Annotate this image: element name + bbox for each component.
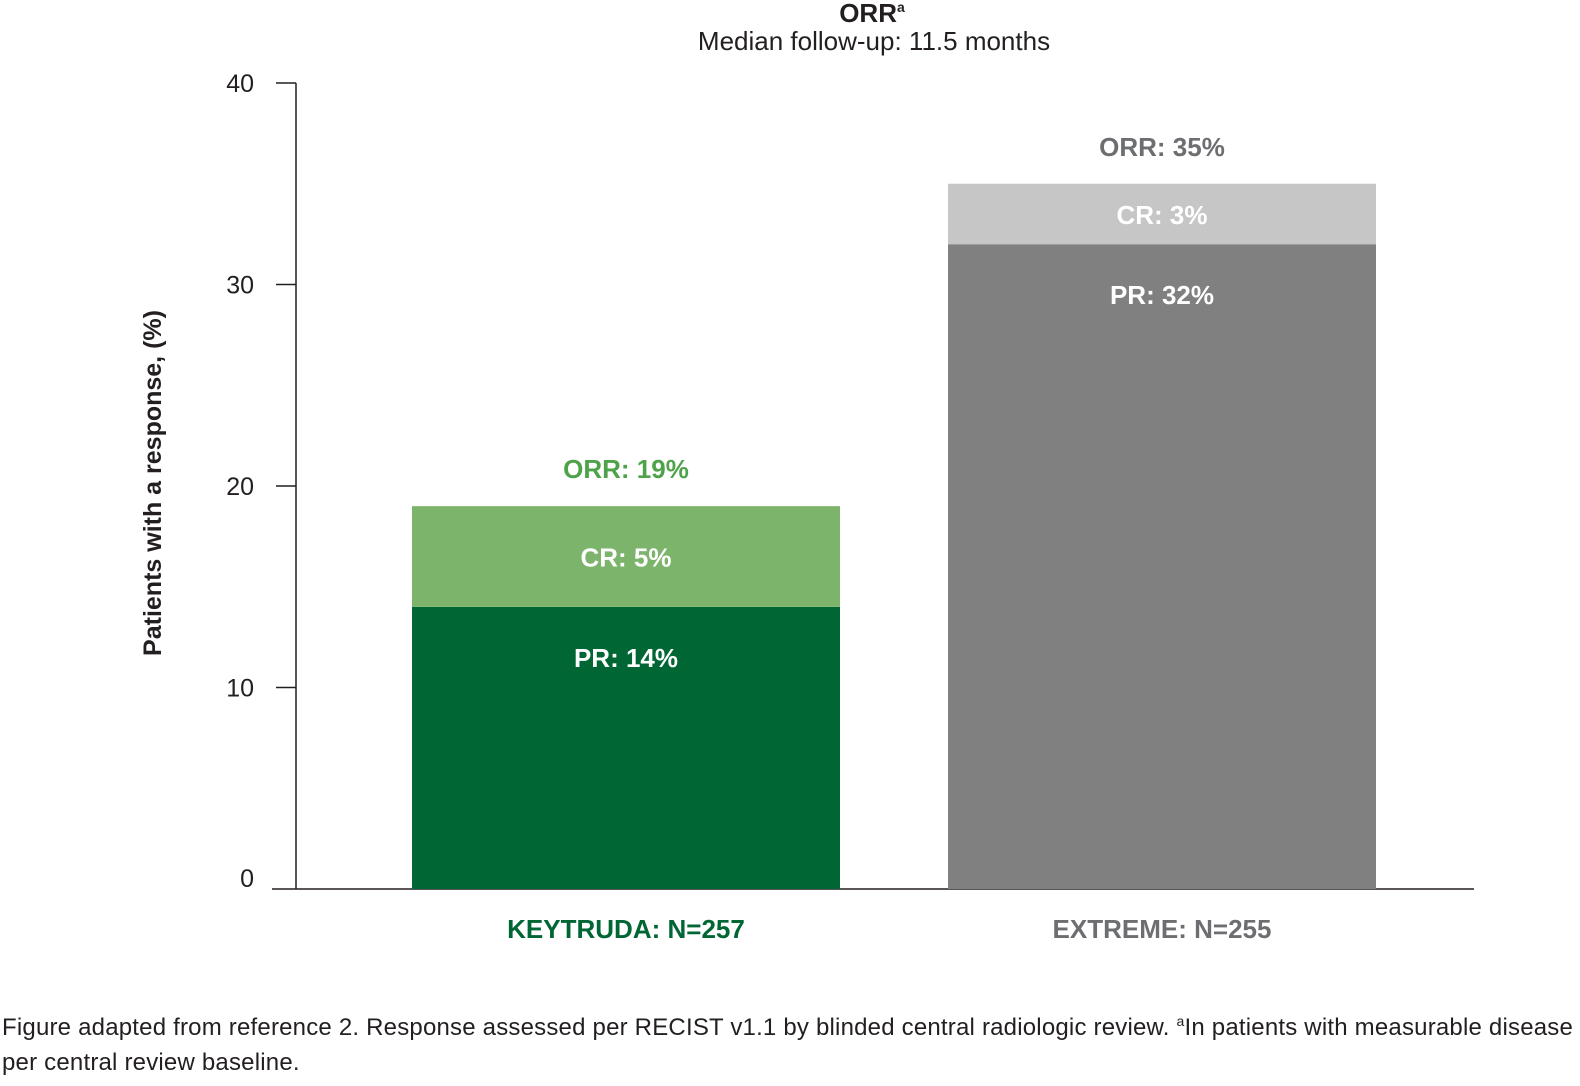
x-tick-label-2: EXTREME: N=255 (1053, 914, 1272, 944)
chart-title: ORRa (839, 0, 905, 28)
y-tick-label-40: 40 (226, 70, 254, 98)
bar-pr-2 (948, 244, 1376, 889)
figure-footnote: Figure adapted from reference 2. Respons… (2, 1010, 1576, 1080)
plot-area: 0 10 20 30 40 PR: 14% CR: 5% ORR: 19% KEYTRUDA: … (226, 70, 1474, 944)
y-tick-label-0: 0 (240, 865, 254, 893)
bar-pr-1 (412, 606, 840, 889)
footnote-text: Figure adapted from reference 2. Respons… (2, 1014, 1177, 1041)
y-tick-label-20: 20 (226, 473, 254, 501)
total-label-1: ORR: 19% (563, 454, 689, 484)
y-tick-label-30: 30 (226, 272, 254, 300)
chart-title-text: ORR (839, 0, 897, 28)
bar-cr-1 (412, 506, 840, 607)
total-label-2: ORR: 35% (1099, 132, 1225, 162)
chart-subtitle: Median follow-up: 11.5 months (698, 26, 1050, 56)
orr-bar-chart: ORRa Median follow-up: 11.5 months Patie… (139, 0, 1474, 944)
y-axis-label: Patients with a response, (%) (139, 310, 167, 656)
segment-label-pr-1: PR: 14% (574, 643, 678, 673)
footnote-text-continued: In patients with measurable disease per … (2, 1014, 1574, 1076)
segment-label-pr-2: PR: 32% (1110, 280, 1214, 310)
y-tick-label-10: 10 (226, 675, 254, 703)
segment-label-cr-1: CR: 5% (580, 543, 671, 573)
x-tick-label-1: KEYTRUDA: N=257 (507, 914, 745, 944)
segment-label-cr-2: CR: 3% (1116, 200, 1207, 230)
footnote-superscript: a (1176, 1013, 1185, 1029)
chart-title-superscript: a (897, 0, 905, 15)
bar-cr-2 (948, 183, 1376, 245)
